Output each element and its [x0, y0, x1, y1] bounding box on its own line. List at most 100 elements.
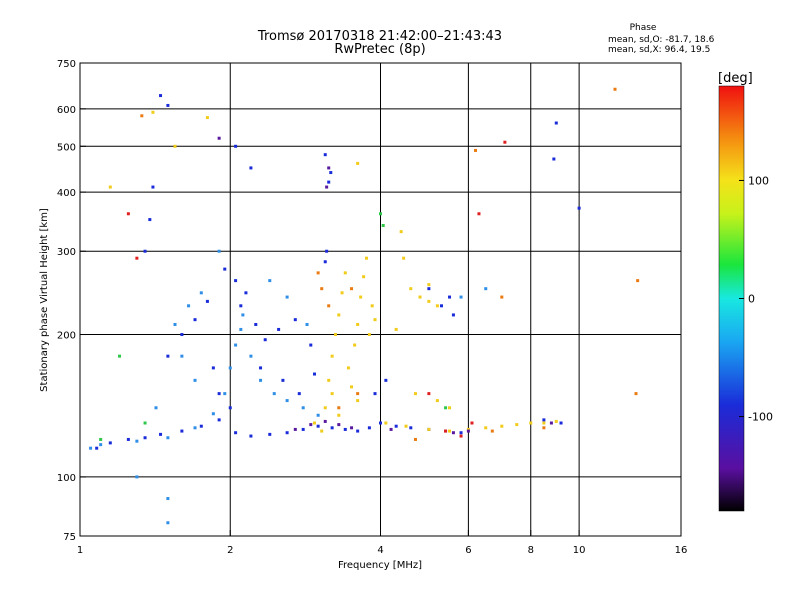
data-point	[205, 299, 209, 303]
data-point	[636, 279, 640, 283]
data-point	[187, 304, 191, 308]
data-point	[444, 406, 448, 410]
data-point	[316, 271, 320, 275]
data-point	[140, 114, 144, 118]
data-point	[330, 392, 334, 396]
colorbar-tick-label: 0	[748, 293, 755, 306]
data-point	[143, 249, 147, 253]
data-point	[239, 304, 243, 308]
data-point	[451, 431, 455, 435]
data-point	[166, 521, 170, 525]
data-point	[484, 287, 488, 291]
data-point	[239, 327, 243, 331]
y-tick-label: 750	[57, 59, 76, 70]
series-5	[99, 212, 448, 441]
data-point	[309, 343, 313, 347]
data-point	[99, 437, 103, 441]
colorbar-ticks: 100 0 -100	[739, 174, 773, 424]
data-point	[503, 140, 507, 144]
data-point	[305, 322, 309, 326]
data-point	[356, 429, 360, 433]
data-point	[542, 418, 546, 422]
y-tick-label: 600	[57, 105, 76, 116]
data-point	[228, 366, 232, 370]
data-point	[440, 304, 444, 308]
data-point	[327, 166, 331, 170]
data-point	[126, 437, 130, 441]
data-point	[211, 412, 215, 416]
data-point	[325, 185, 329, 189]
data-point	[95, 446, 99, 450]
data-point	[473, 148, 477, 152]
x-tick-label: 2	[227, 545, 233, 556]
data-point	[285, 431, 289, 435]
data-point	[356, 392, 360, 396]
data-point	[333, 333, 337, 337]
data-point	[394, 327, 398, 331]
data-point	[293, 318, 297, 322]
phase-stats-heading: Phase	[630, 23, 657, 33]
data-point	[234, 343, 238, 347]
data-point	[466, 429, 470, 433]
x-tick-label: 10	[573, 545, 586, 556]
data-point	[205, 116, 209, 120]
data-point	[301, 406, 305, 410]
data-point	[343, 427, 347, 431]
x-tick-label: 1	[77, 545, 83, 556]
data-point	[337, 406, 341, 410]
data-point	[323, 153, 327, 157]
series-1	[89, 249, 488, 525]
data-point	[484, 426, 488, 430]
y-axis: 75 100 200 300 400 500 600 750	[57, 59, 86, 543]
data-point	[529, 421, 533, 425]
data-point	[151, 110, 155, 114]
data-point	[320, 429, 324, 433]
data-point	[193, 426, 197, 430]
data-point	[542, 426, 546, 430]
data-point	[329, 171, 333, 175]
data-point	[542, 421, 546, 425]
data-point	[362, 275, 366, 279]
series-0	[95, 94, 581, 450]
data-point	[409, 426, 413, 430]
data-point	[228, 406, 232, 410]
data-point	[173, 144, 177, 148]
data-point	[323, 260, 327, 264]
data-point	[427, 287, 431, 291]
data-point	[444, 429, 448, 433]
data-point	[399, 230, 403, 234]
data-point	[118, 354, 122, 358]
data-point	[268, 279, 272, 283]
data-point	[370, 304, 374, 308]
data-point	[356, 399, 360, 403]
data-point	[435, 304, 439, 308]
data-point	[166, 497, 170, 501]
data-point	[389, 427, 393, 431]
data-point	[193, 318, 197, 322]
y-tick-label: 300	[57, 247, 76, 258]
data-point	[166, 436, 170, 440]
data-point	[367, 426, 371, 430]
series-2	[108, 110, 558, 433]
data-point	[350, 385, 354, 389]
data-point	[199, 291, 203, 295]
data-point	[285, 399, 289, 403]
x-tick-label: 6	[465, 545, 471, 556]
x-axis-label: Frequency [MHz]	[338, 560, 422, 571]
x-axis: 1 2 4 6 8 10 16	[77, 530, 687, 556]
data-point	[223, 267, 227, 271]
data-point	[356, 161, 360, 165]
data-point	[359, 295, 363, 299]
data-point	[515, 423, 519, 427]
data-point	[217, 392, 221, 396]
chart-subtitle: RwPretec (8p)	[334, 42, 425, 57]
data-point	[126, 212, 130, 216]
data-point	[234, 279, 238, 283]
data-point	[337, 423, 341, 427]
data-point	[135, 475, 139, 479]
data-points	[89, 87, 640, 525]
data-point	[402, 256, 406, 260]
data-point	[99, 443, 103, 447]
data-point	[293, 427, 297, 431]
data-point	[89, 446, 93, 450]
